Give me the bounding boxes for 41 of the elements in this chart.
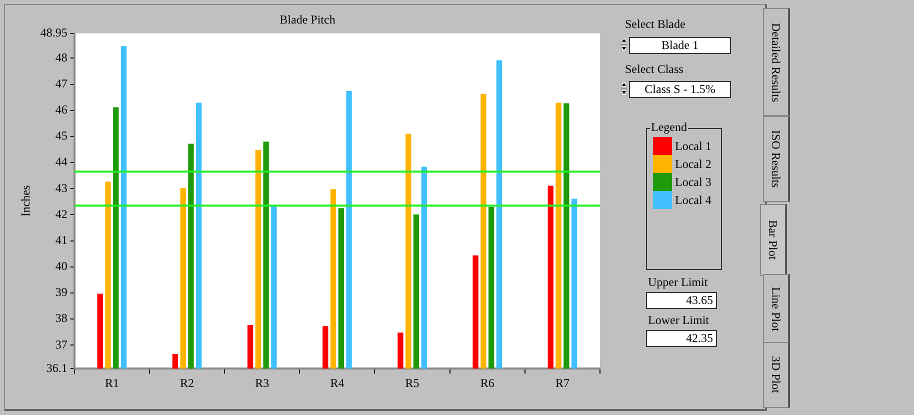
text: 43.65 [646,292,717,309]
x-tick-label: R1 [104,376,119,390]
y-tick-label: 36.1 [46,360,68,375]
text: Class S - 1.5% [629,81,731,98]
y-tick-label: 41 [55,232,68,247]
text: Select Blade [625,17,686,32]
y-tick-label: 42 [55,206,68,221]
legend-title: Legend [650,120,688,135]
text: Detailed Results [763,8,790,116]
y-tick-label: 45 [55,128,68,143]
text: 42.35 [646,330,717,347]
chart-title: Blade Pitch [280,12,336,26]
y-tick-label: 40 [55,259,68,274]
y-tick-label: 37 [55,337,68,352]
legend-label: Local 1 [674,138,712,155]
x-tick-label: R4 [330,376,344,390]
y-tick-label: 43 [55,180,68,195]
x-tick-label: R6 [480,376,494,390]
legend-label: Local 2 [674,156,712,173]
text: Blade 1 [629,37,731,54]
y-tick-label: 48.95 [40,26,68,40]
x-tick-label: R2 [180,376,194,390]
x-tick-label: R5 [405,376,420,390]
legend-label: Local 3 [674,174,712,191]
text: 3D Plot [763,342,790,408]
text: Line Plot [763,274,790,344]
y-tick-label: 46 [55,102,68,117]
text: Select Class [625,62,684,77]
text: Lower Limit [648,313,709,328]
y-tick-label: 47 [55,76,68,90]
y-tick-label: 38 [55,311,68,326]
text: ISO Results [763,116,790,202]
y-tick-label: 39 [55,285,68,300]
y-tick-label: 48 [55,50,68,64]
x-tick-label: R3 [255,376,270,390]
legend-label: Local 4 [674,192,712,209]
text: Bar Plot [760,204,787,276]
x-tick-label: R7 [555,376,570,390]
y-tick-label: 44 [55,154,68,169]
text: Upper Limit [648,275,708,290]
y-axis-title: Inches [18,185,32,217]
